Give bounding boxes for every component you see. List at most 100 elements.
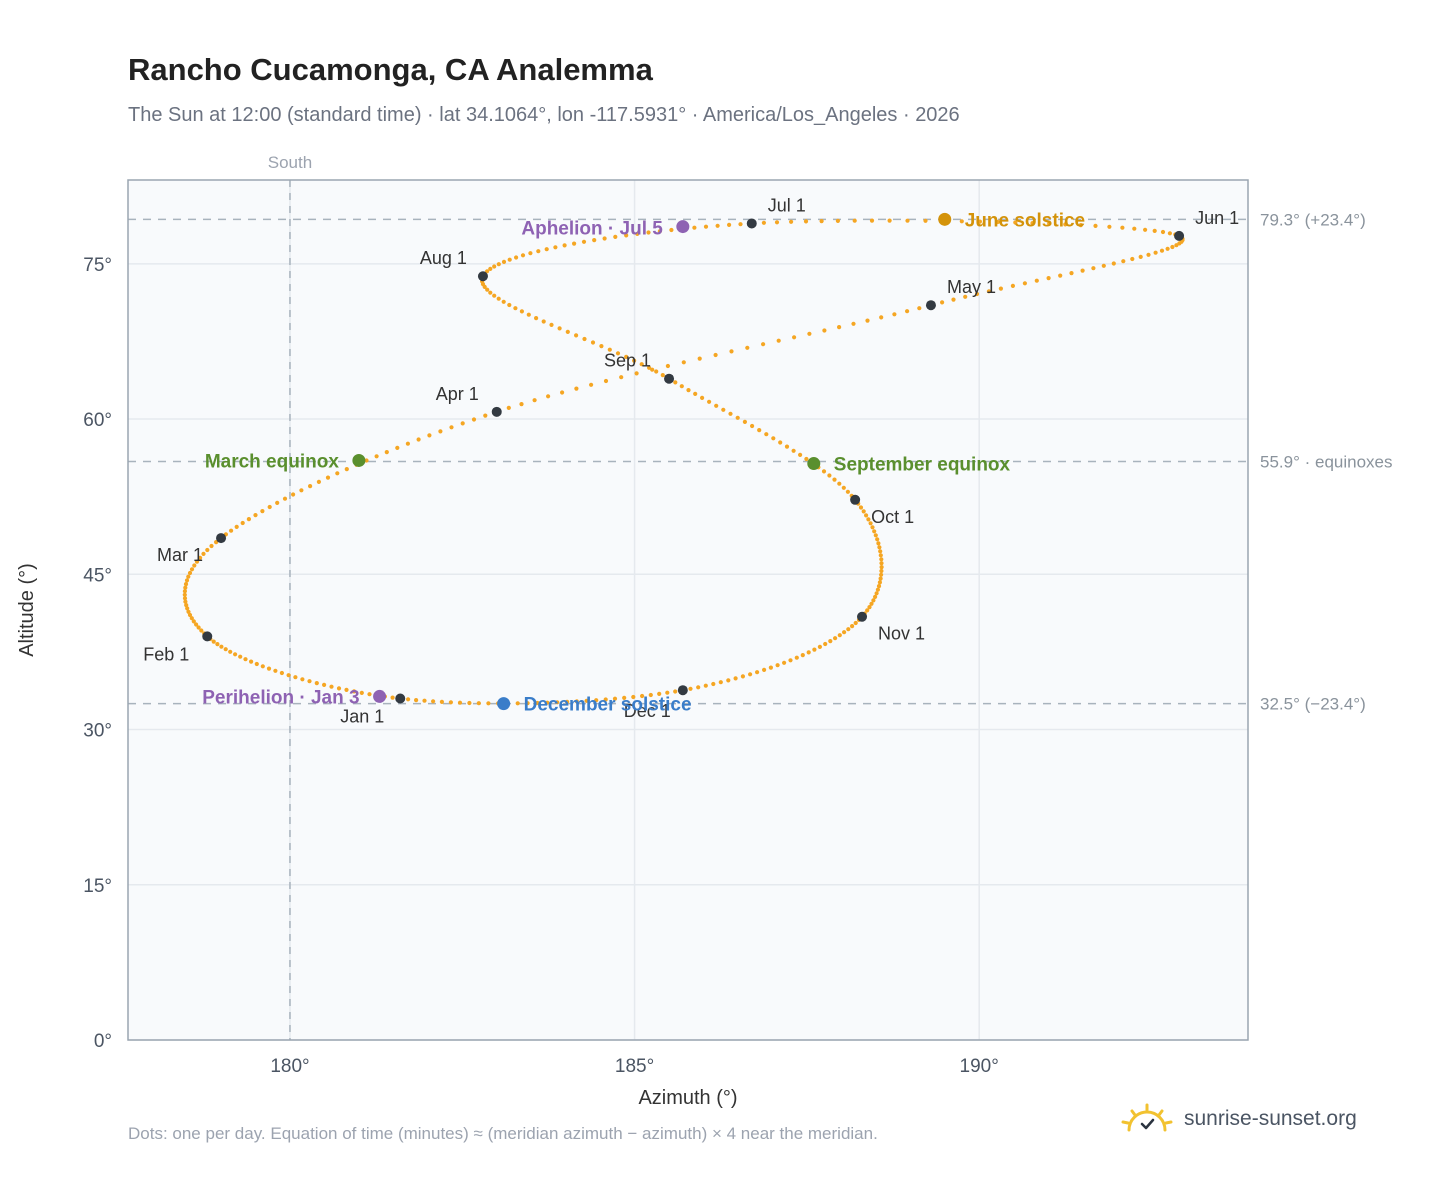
daily-sun-dot — [192, 563, 197, 568]
daily-sun-dot — [1153, 250, 1158, 255]
daily-sun-dot — [431, 699, 436, 704]
daily-sun-dot — [186, 574, 191, 579]
daily-sun-dot — [867, 605, 872, 610]
daily-sun-dot — [286, 673, 291, 678]
daily-sun-dot — [438, 429, 443, 434]
daily-sun-dot — [185, 606, 190, 611]
daily-sun-dot — [536, 249, 541, 254]
daily-sun-dot — [553, 245, 558, 250]
daily-sun-dot — [352, 689, 357, 694]
month-marker — [395, 693, 406, 704]
daily-sun-dot — [229, 528, 234, 533]
daily-sun-dot — [506, 405, 511, 410]
month-label: Jun 1 — [1195, 208, 1239, 228]
daily-sun-dot — [657, 229, 663, 234]
daily-sun-dot — [291, 492, 296, 497]
daily-sun-dot — [1107, 224, 1112, 229]
daily-sun-dot — [549, 322, 554, 327]
daily-sun-dot — [874, 591, 879, 596]
daily-sun-dot — [544, 247, 549, 252]
daily-sun-dot — [696, 685, 701, 690]
daily-sun-dot — [828, 639, 833, 644]
daily-sun-dot — [750, 423, 755, 429]
daily-sun-dot — [632, 358, 637, 363]
daily-sun-dot — [679, 384, 684, 389]
daily-sun-dot — [1132, 226, 1137, 231]
daily-sun-dot — [1120, 225, 1125, 230]
daily-sun-dot — [835, 218, 841, 223]
daily-sun-dot — [364, 458, 369, 463]
daily-sun-dot — [1111, 261, 1116, 266]
brand-name: sunrise-sunset.org — [1184, 1107, 1357, 1130]
daily-sun-dot — [612, 696, 618, 701]
month-label: Aug 1 — [420, 248, 467, 268]
daily-sun-dot — [665, 690, 670, 695]
daily-sun-dot — [1091, 266, 1096, 271]
daily-sun-dot — [602, 236, 607, 241]
daily-sun-dot — [823, 641, 828, 647]
daily-sun-dot — [205, 547, 210, 553]
daily-sun-dot — [845, 489, 851, 494]
daily-sun-dot — [384, 450, 389, 455]
daily-sun-dot — [841, 485, 846, 490]
event-marker — [497, 697, 511, 711]
daily-sun-dot — [519, 309, 525, 314]
daily-sun-dot — [624, 233, 629, 238]
daily-sun-dot — [574, 699, 579, 704]
daily-sun-dot — [1167, 231, 1172, 236]
daily-sun-dot — [703, 683, 708, 688]
brand[interactable]: sunrise-sunset.org — [1120, 1102, 1357, 1136]
daily-sun-dot — [875, 537, 880, 542]
chart-subtitle: The Sun at 12:00 (standard time) · lat 3… — [128, 104, 960, 126]
daily-sun-dot — [194, 559, 200, 564]
daily-sun-dot — [1121, 259, 1126, 264]
daily-sun-dot — [534, 316, 539, 321]
daily-sun-dot — [1130, 256, 1135, 262]
month-label: Dec 1 — [624, 701, 671, 721]
daily-sun-dot — [594, 698, 599, 703]
daily-sun-dot — [215, 642, 220, 647]
daily-sun-dot — [603, 697, 608, 702]
month-label: Oct 1 — [871, 507, 914, 527]
plot-area — [128, 180, 1248, 1040]
daily-sun-dot — [254, 661, 259, 667]
event-marker — [938, 212, 952, 226]
daily-sun-dot — [560, 390, 565, 395]
daily-sun-dot — [686, 388, 691, 393]
month-label: May 1 — [947, 277, 996, 297]
month-label: Nov 1 — [878, 624, 925, 644]
daily-sun-dot — [492, 264, 497, 269]
event-label: Aphelion · Jul 5 — [521, 219, 663, 240]
daily-sun-dot — [460, 421, 465, 426]
daily-sun-dot — [182, 596, 188, 601]
month-label: Feb 1 — [143, 644, 189, 664]
x-axis-label: Azimuth (°) — [638, 1087, 737, 1109]
daily-sun-dot — [482, 284, 487, 289]
daily-sun-dot — [692, 225, 697, 230]
y-tick-label: 0° — [94, 1031, 112, 1052]
daily-sun-dot — [688, 686, 693, 691]
month-marker — [664, 373, 675, 384]
daily-sun-dot — [837, 633, 842, 638]
daily-sun-dot — [590, 340, 596, 345]
month-marker — [857, 611, 868, 622]
daily-sun-dot — [1063, 222, 1068, 227]
daily-sun-dot — [879, 315, 884, 320]
daily-sun-dot — [726, 678, 731, 683]
daily-sun-dot — [1046, 276, 1051, 281]
month-marker — [202, 631, 213, 642]
daily-sun-dot — [648, 692, 653, 698]
daily-sun-dot — [755, 670, 760, 675]
daily-sun-dot — [275, 500, 280, 505]
daily-sun-dot — [977, 219, 983, 224]
daily-sun-dot — [869, 601, 874, 606]
daily-sun-dot — [1146, 252, 1151, 257]
daily-sun-dot — [876, 541, 881, 546]
daily-sun-dot — [624, 354, 629, 359]
daily-sun-dot — [184, 578, 190, 583]
daily-sun-dot — [520, 253, 526, 258]
daily-sun-dot — [266, 666, 272, 671]
daily-sun-dot — [727, 222, 732, 227]
daily-sun-dot — [589, 382, 594, 387]
month-label: Jan 1 — [340, 706, 384, 726]
